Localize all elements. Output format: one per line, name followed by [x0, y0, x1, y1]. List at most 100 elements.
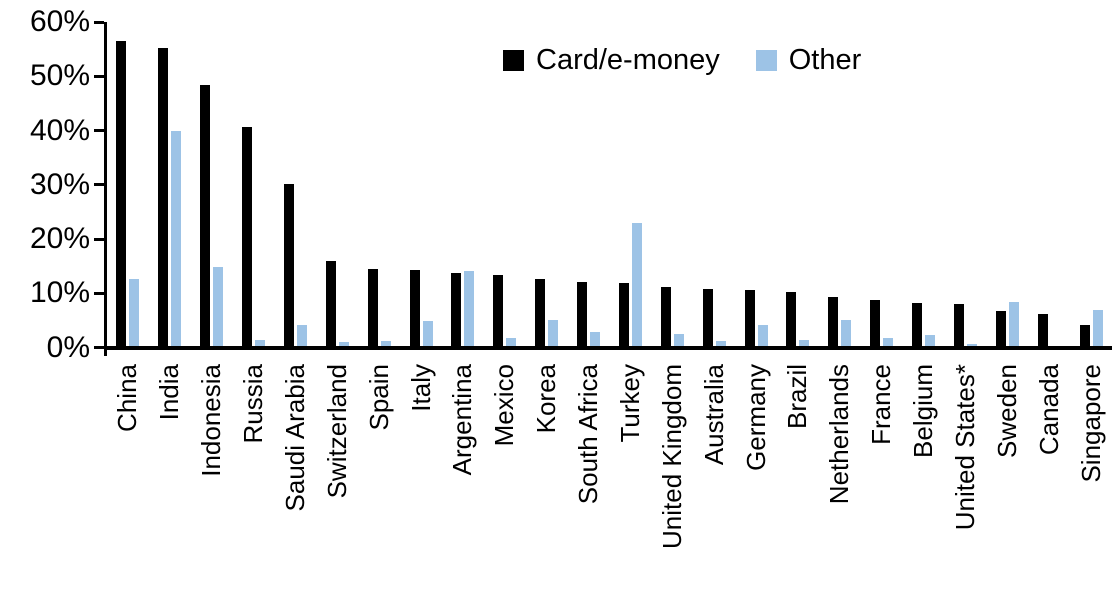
bar-card-e-money-brazil	[786, 292, 797, 346]
bar-group-france	[861, 22, 903, 346]
legend-item-other: Other	[755, 44, 861, 77]
bar-group-russia	[233, 22, 275, 346]
bar-card-e-money-saudi-arabia	[283, 184, 294, 346]
x-axis-label-netherlands: Netherlands	[824, 364, 855, 505]
bar-card-e-money-united-kingdom	[660, 286, 671, 346]
bar-other-united-states	[966, 343, 977, 346]
bar-card-e-money-turkey	[618, 282, 629, 346]
x-axis-label-belgium: Belgium	[908, 364, 939, 458]
y-axis-tick-10	[94, 291, 104, 295]
bar-other-china	[129, 279, 140, 346]
x-axis-label-canada: Canada	[1033, 364, 1064, 456]
bar-group-saudi-arabia	[275, 22, 317, 346]
bar-other-italy	[422, 320, 433, 346]
bar-other-brazil	[799, 339, 810, 346]
bar-other-turkey	[631, 223, 642, 346]
x-axis-label-germany: Germany	[740, 364, 771, 471]
y-axis-label-50: 50%	[29, 59, 90, 93]
legend-item-card-e-money: Card/e-money	[503, 44, 720, 77]
bar-other-mexico	[506, 337, 517, 346]
x-axis-label-switzerland: Switzerland	[321, 364, 352, 499]
y-axis-tick-30	[94, 183, 104, 187]
bar-group-netherlands	[819, 22, 861, 346]
bar-group-brazil	[777, 22, 819, 346]
bar-card-e-money-india	[158, 47, 169, 346]
y-axis-label-40: 40%	[29, 113, 90, 147]
bar-group-mexico	[484, 22, 526, 346]
bar-group-argentina	[442, 22, 484, 346]
bar-other-south-africa	[590, 332, 601, 346]
y-axis-line	[104, 22, 107, 356]
x-axis-label-australia: Australia	[698, 364, 729, 466]
bar-group-italy	[400, 22, 442, 346]
bar-group-sweden	[986, 22, 1028, 346]
bar-group-india	[149, 22, 191, 346]
bar-card-e-money-netherlands	[828, 297, 839, 346]
y-axis-tick-50	[94, 74, 104, 78]
bar-card-e-money-canada	[1037, 314, 1048, 346]
bar-other-netherlands	[841, 319, 852, 346]
bar-card-e-money-switzerland	[325, 261, 336, 346]
bar-card-e-money-united-states	[953, 303, 964, 346]
y-axis-tick-40	[94, 129, 104, 132]
bar-other-germany	[757, 325, 768, 346]
x-axis-label-mexico: Mexico	[489, 364, 520, 447]
x-axis-label-sweden: Sweden	[991, 364, 1022, 458]
bar-card-e-money-south-africa	[577, 282, 588, 346]
x-axis-label-argentina: Argentina	[447, 364, 478, 476]
bar-group-turkey	[610, 22, 652, 346]
y-axis-label-10: 10%	[29, 276, 90, 310]
bar-card-e-money-germany	[744, 289, 755, 346]
x-axis-label-united-kingdom: United Kingdom	[656, 364, 687, 549]
bar-other-argentina	[464, 270, 475, 346]
bar-group-south-africa	[568, 22, 610, 346]
bar-other-russia	[255, 340, 266, 346]
bar-group-belgium	[903, 22, 945, 346]
x-axis-label-italy: Italy	[405, 364, 436, 412]
plot-area	[107, 22, 1112, 346]
bar-card-e-money-korea	[535, 279, 546, 346]
x-axis-label-spain: Spain	[363, 364, 394, 431]
bar-other-switzerland	[338, 341, 349, 346]
bar-group-korea	[526, 22, 568, 346]
bar-card-e-money-australia	[702, 288, 713, 346]
bar-group-united-states	[945, 22, 987, 346]
bar-card-e-money-spain	[367, 268, 378, 346]
bar-card-e-money-argentina	[451, 272, 462, 346]
legend-swatch-card-e-money-icon	[503, 50, 524, 71]
x-axis-label-saudi-arabia: Saudi Arabia	[279, 364, 310, 512]
bar-group-switzerland	[316, 22, 358, 346]
bar-card-e-money-france	[870, 299, 881, 346]
bar-card-e-money-belgium	[912, 302, 923, 346]
y-axis-tick-20	[94, 237, 104, 241]
x-axis-line	[104, 346, 1112, 350]
x-axis-label-brazil: Brazil	[782, 364, 813, 430]
y-axis-tick-0	[94, 346, 104, 349]
bar-other-saudi-arabia	[296, 324, 307, 346]
x-axis-label-south-africa: South Africa	[573, 364, 604, 505]
bar-other-australia	[715, 341, 726, 346]
bar-card-e-money-mexico	[493, 275, 504, 346]
y-axis-label-0: 0%	[46, 330, 90, 364]
x-axis-label-singapore: Singapore	[1075, 364, 1106, 483]
bar-group-canada	[1028, 22, 1070, 346]
x-axis-label-turkey: Turkey	[614, 364, 645, 443]
bar-other-spain	[380, 340, 391, 346]
bar-other-sweden	[1008, 302, 1019, 346]
legend-swatch-other-icon	[755, 50, 777, 71]
x-axis-label-united-states: United States*	[949, 364, 980, 531]
y-axis-label-30: 30%	[29, 167, 90, 201]
bar-group-singapore	[1070, 22, 1112, 346]
bar-group-germany	[735, 22, 777, 346]
bar-group-united-kingdom	[651, 22, 693, 346]
x-axis-label-india: India	[154, 364, 185, 421]
bar-card-e-money-italy	[409, 269, 420, 346]
bar-other-belgium	[925, 335, 936, 346]
legend-label-card-e-money: Card/e-money	[536, 44, 720, 76]
bar-card-e-money-russia	[242, 126, 253, 346]
bar-other-united-kingdom	[673, 334, 684, 346]
y-axis-label-20: 20%	[29, 222, 90, 255]
x-axis-label-russia: Russia	[238, 364, 269, 444]
x-axis-label-korea: Korea	[531, 364, 562, 434]
